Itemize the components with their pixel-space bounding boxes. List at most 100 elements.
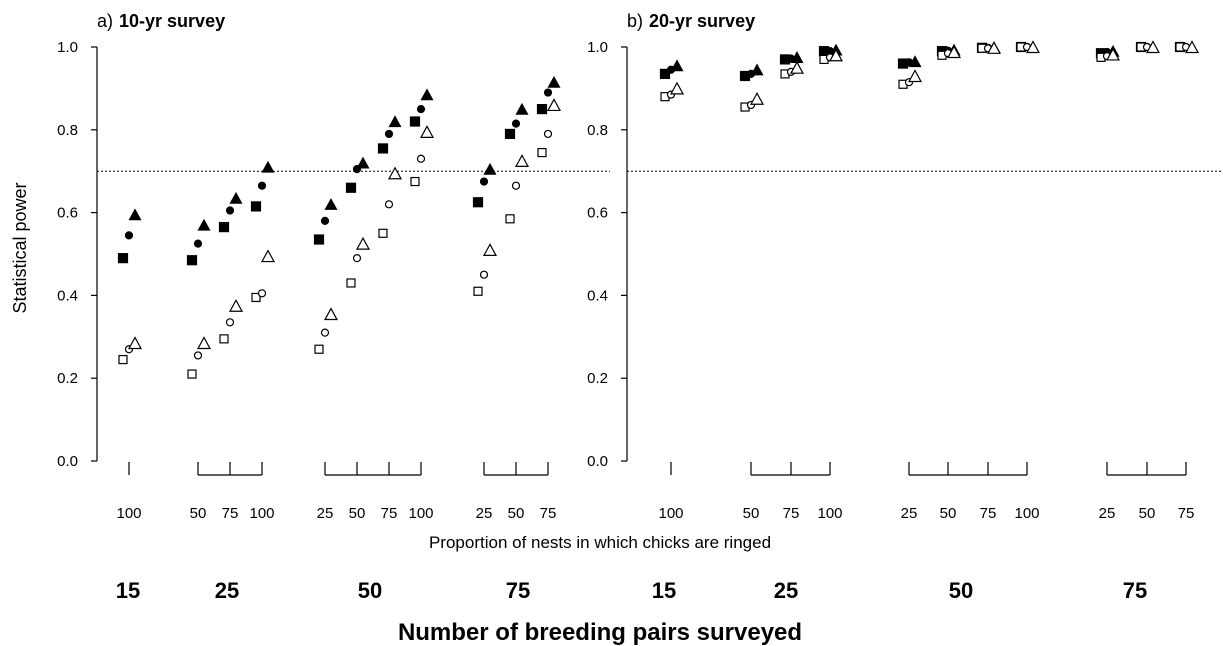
data-point-open-square xyxy=(378,228,388,238)
data-point-open-square xyxy=(346,278,356,288)
y-tick-label: 0.8 xyxy=(57,122,78,139)
panel-a: a) 10-yr survey 0.0 0.2 0.4 0.6 0.8 1.0 100 15 50… xyxy=(57,11,610,603)
panel-b: b) 20-yr survey 0.0 0.2 0.4 0.6 0.8 1.0 100 15 50… xyxy=(587,11,1223,603)
data-point-filled-square xyxy=(409,116,421,127)
y-tick-label: 1.0 xyxy=(57,39,78,56)
data-point-filled-triangle xyxy=(324,198,338,210)
data-point-open-square xyxy=(219,334,229,344)
proportion-tick-label: 25 xyxy=(1099,505,1116,522)
proportion-tick-label: 75 xyxy=(1178,505,1195,522)
data-point-open-square xyxy=(314,344,324,354)
data-point-open-triangle xyxy=(946,45,962,59)
data-point-filled-triangle xyxy=(388,115,402,128)
y-tick-label: 0.4 xyxy=(57,287,78,304)
proportion-tick-label: 50 xyxy=(190,505,207,522)
proportion-tick-label: 100 xyxy=(817,505,842,522)
data-point-open-square xyxy=(410,176,420,187)
y-tick-label: 0.0 xyxy=(587,453,608,470)
proportion-tick-label: 25 xyxy=(476,505,493,522)
data-point-filled-triangle xyxy=(420,88,434,101)
data-point-filled-circle xyxy=(511,119,521,128)
data-point-filled-triangle xyxy=(128,208,142,221)
data-point-open-triangle xyxy=(789,60,805,74)
data-point-open-triangle xyxy=(355,236,371,250)
data-point-open-triangle xyxy=(669,81,685,95)
data-point-filled-square xyxy=(186,255,198,266)
data-point-open-triangle xyxy=(260,249,276,263)
data-point-open-triangle xyxy=(1105,47,1121,61)
y-tick-label: 0.8 xyxy=(587,122,608,139)
data-point-filled-triangle xyxy=(515,102,529,115)
proportion-tick-label: 75 xyxy=(381,505,398,522)
data-point-open-triangle xyxy=(196,336,212,350)
data-point-filled-triangle xyxy=(483,162,497,175)
data-point-open-square xyxy=(187,369,197,379)
data-point-filled-triangle xyxy=(908,55,922,68)
panel-b-title: b) 20-yr survey xyxy=(627,11,755,31)
proportion-tick-label: 100 xyxy=(249,505,274,522)
y-tick-label: 1.0 xyxy=(587,39,608,56)
data-point-filled-circle xyxy=(257,181,267,190)
proportion-tick-label: 100 xyxy=(1014,505,1039,522)
proportion-tick-label: 50 xyxy=(349,505,366,522)
data-point-filled-triangle xyxy=(547,75,561,88)
data-point-filled-square xyxy=(377,143,389,154)
data-point-open-triangle xyxy=(323,307,339,321)
proportion-tick-label: 100 xyxy=(116,505,141,522)
data-point-filled-triangle xyxy=(229,191,243,204)
data-point-filled-square xyxy=(659,68,671,80)
data-point-open-triangle xyxy=(387,166,403,180)
data-point-open-circle xyxy=(225,318,235,327)
data-point-filled-triangle xyxy=(197,218,211,231)
data-point-open-triangle xyxy=(482,243,498,256)
data-point-filled-square xyxy=(472,197,484,208)
data-point-filled-circle xyxy=(320,216,330,225)
data-point-open-triangle xyxy=(127,336,143,350)
proportion-tick-label: 75 xyxy=(783,505,800,522)
breeding-pairs-label: 15 xyxy=(116,578,140,603)
data-point-open-circle xyxy=(543,129,553,139)
y-tick-label: 0.4 xyxy=(587,287,608,304)
data-point-open-circle xyxy=(416,154,426,163)
proportion-tick-label: 75 xyxy=(222,505,239,522)
proportion-tick-label: 75 xyxy=(540,505,557,522)
proportion-tick-label: 50 xyxy=(743,505,760,522)
data-point-open-triangle xyxy=(749,91,765,105)
y-tick-label: 0.2 xyxy=(587,370,608,387)
data-point-open-square xyxy=(537,147,547,158)
data-point-filled-triangle xyxy=(356,156,370,169)
data-point-filled-square xyxy=(218,221,230,233)
proportion-tick-label: 100 xyxy=(408,505,433,522)
data-point-filled-triangle xyxy=(261,160,275,173)
y-tick-label: 0.6 xyxy=(587,205,608,222)
proportion-tick-label: 50 xyxy=(1139,505,1156,522)
data-point-filled-square xyxy=(117,253,129,264)
breeding-pairs-label: 25 xyxy=(215,578,239,603)
y-tick-label: 0.6 xyxy=(57,205,78,222)
proportion-tick-label: 75 xyxy=(980,505,997,522)
main-x-axis-label: Number of breeding pairs surveyed xyxy=(398,619,802,646)
proportion-tick-label: 100 xyxy=(658,505,683,522)
breeding-pairs-label: 25 xyxy=(774,578,798,603)
data-point-open-circle xyxy=(479,270,489,279)
data-point-open-triangle xyxy=(828,48,844,62)
data-point-filled-circle xyxy=(384,129,394,139)
data-point-filled-circle xyxy=(225,206,235,215)
data-point-open-square xyxy=(505,214,515,224)
data-point-filled-triangle xyxy=(670,59,684,72)
data-point-open-triangle xyxy=(907,69,923,83)
breeding-pairs-label: 50 xyxy=(949,578,973,603)
data-point-filled-circle xyxy=(193,239,203,248)
data-point-filled-square xyxy=(250,201,262,212)
data-point-filled-square xyxy=(536,103,548,115)
data-point-filled-circle xyxy=(124,231,134,240)
data-point-open-square xyxy=(251,292,261,303)
data-point-filled-triangle xyxy=(750,63,764,76)
data-point-filled-circle xyxy=(479,177,489,186)
breeding-pairs-label: 75 xyxy=(506,578,530,603)
data-point-open-triangle xyxy=(986,41,1002,54)
data-point-filled-square xyxy=(313,234,325,245)
data-point-open-square xyxy=(473,286,483,296)
data-point-open-square xyxy=(118,354,128,365)
